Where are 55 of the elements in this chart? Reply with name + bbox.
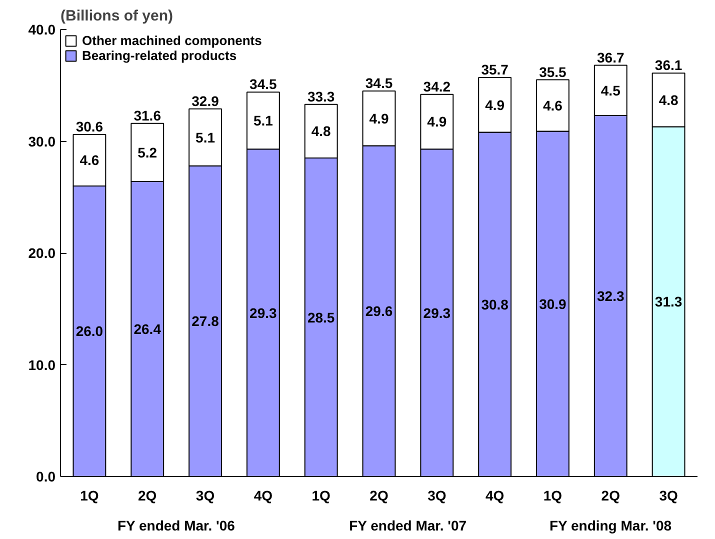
x-tick-label: 2Q xyxy=(601,488,620,504)
data-label: 29.3 xyxy=(423,304,451,321)
text: FY ended Mar. '07 xyxy=(349,518,467,534)
data-label: 4.8 xyxy=(311,123,332,140)
data-label: 5.2 xyxy=(138,144,158,160)
y-tick-label: 10.0 xyxy=(28,356,56,373)
data-label: 5.1 xyxy=(196,129,216,146)
data-label: 27.8 xyxy=(192,313,220,330)
x-tick-label: 4Q xyxy=(485,488,504,504)
y-tick-label: 40.0 xyxy=(28,22,56,38)
text: FY ending Mar. '08 xyxy=(549,518,672,534)
x-tick-label: 3Q xyxy=(659,488,678,504)
x-tick-label: 1Q xyxy=(312,488,331,504)
y-axis-title: (Billions of yen) xyxy=(60,8,174,24)
total-label: 32.9 xyxy=(192,92,220,109)
data-label: 4.9 xyxy=(427,114,447,130)
total-label: 34.5 xyxy=(250,76,278,92)
total-label: 34.5 xyxy=(365,74,393,91)
data-label: 29.6 xyxy=(365,303,393,320)
legend-label: Bearing-related products xyxy=(82,48,237,63)
x-tick-label: 3Q xyxy=(196,488,215,504)
total-label: 35.7 xyxy=(481,62,509,78)
total-label: 36.1 xyxy=(654,57,682,74)
legend-label: Other machined components xyxy=(82,33,262,48)
x-tick-label: 2Q xyxy=(370,488,388,504)
data-label: 4.6 xyxy=(542,97,563,114)
total-label: 31.6 xyxy=(134,107,162,124)
data-label: 4.5 xyxy=(600,82,621,98)
y-tick-label: 30.0 xyxy=(28,133,56,150)
data-label: 31.3 xyxy=(654,294,682,310)
x-tick-label: 2Q xyxy=(138,488,157,504)
data-label: 4.6 xyxy=(80,152,100,168)
x-tick-label: 1Q xyxy=(543,488,562,504)
x-tick-label: 3Q xyxy=(428,488,446,504)
x-tick-label: 4Q xyxy=(254,488,273,504)
data-label: 26.4 xyxy=(134,320,162,337)
data-label: 4.8 xyxy=(658,92,678,108)
y-tick-label: 0.0 xyxy=(36,468,56,484)
data-label: 4.9 xyxy=(369,110,389,126)
data-label: 29.3 xyxy=(250,304,278,321)
data-label: 26.0 xyxy=(76,323,104,340)
total-label: 30.6 xyxy=(76,118,104,135)
total-label: 33.3 xyxy=(307,88,335,104)
y-tick-label: 20.0 xyxy=(28,245,56,261)
data-label: 32.3 xyxy=(597,288,624,304)
data-label: 4.9 xyxy=(485,96,505,113)
text: FY ended Mar. '06 xyxy=(117,518,236,534)
data-label: 5.1 xyxy=(253,112,274,129)
total-label: 34.2 xyxy=(423,78,451,94)
total-label: 36.7 xyxy=(597,49,624,66)
total-label: 35.5 xyxy=(539,64,567,80)
data-label: 28.5 xyxy=(307,309,335,326)
x-tick-label: 1Q xyxy=(80,488,99,504)
data-label: 30.8 xyxy=(481,296,509,312)
data-label: 30.9 xyxy=(539,296,567,312)
